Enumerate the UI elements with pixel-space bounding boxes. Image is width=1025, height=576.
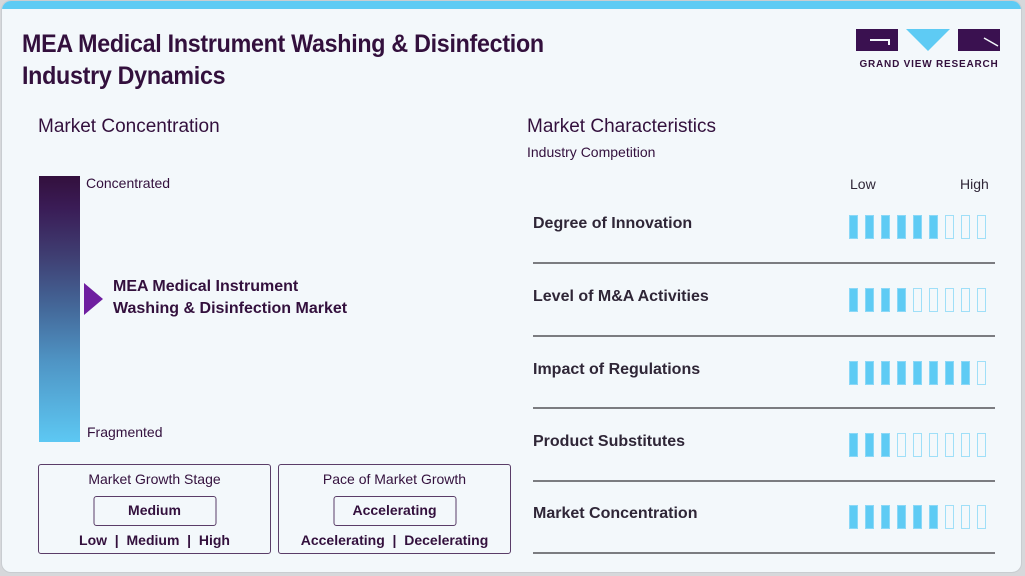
market-characteristics-heading: Market Characteristics: [527, 116, 716, 137]
meter-segment-empty: [945, 215, 954, 239]
meter-segment-empty: [945, 288, 954, 312]
meter-segment-filled: [865, 215, 874, 239]
growth-pace-value: Accelerating: [333, 496, 456, 526]
meter-segment-empty: [913, 288, 922, 312]
logo-text: GRAND VIEW RESEARCH: [859, 59, 999, 70]
gvr-logo-icon: [856, 29, 1000, 51]
meter-segment-filled: [881, 288, 890, 312]
meter-segment-empty: [961, 288, 970, 312]
growth-stage-value: Medium: [93, 496, 216, 526]
meter-segment-empty: [977, 505, 986, 529]
meter-segment-filled: [865, 361, 874, 385]
growth-stage-options: Low | Medium | High: [79, 532, 230, 548]
meter-segment-empty: [977, 288, 986, 312]
level-meter: [849, 433, 986, 457]
title-line-1: MEA Medical Instrument Washing & Disinfe…: [22, 30, 544, 58]
concentrated-label: Concentrated: [86, 175, 171, 191]
growth-stage-title: Market Growth Stage: [88, 471, 221, 487]
level-meter: [849, 361, 986, 385]
meter-segment-filled: [849, 505, 858, 529]
meter-segment-empty: [961, 215, 970, 239]
fragmented-label: Fragmented: [87, 424, 163, 440]
market-name-line-2: Washing & Disinfection Market: [113, 300, 348, 317]
top-accent-bar: [2, 1, 1021, 9]
meter-segment-filled: [849, 433, 858, 457]
meter-segment-filled: [849, 361, 858, 385]
scale-low-label: Low: [850, 176, 876, 192]
characteristic-label: Impact of Regulations: [533, 361, 701, 378]
meter-segment-filled: [897, 361, 906, 385]
meter-segment-filled: [929, 505, 938, 529]
meter-segment-filled: [849, 215, 858, 239]
pace-of-market-growth-box: Pace of Market Growth Accelerating Accel…: [278, 464, 511, 554]
meter-segment-filled: [913, 505, 922, 529]
market-name: MEA Medical Instrument Washing & Disinfe…: [113, 276, 347, 320]
market-growth-stage-box: Market Growth Stage Medium Low | Medium …: [38, 464, 271, 554]
page-title: MEA Medical Instrument Washing & Disinfe…: [22, 28, 544, 92]
meter-segment-filled: [929, 215, 938, 239]
meter-segment-empty: [929, 288, 938, 312]
meter-segment-filled: [865, 433, 874, 457]
meter-segment-filled: [913, 215, 922, 239]
scale-high-label: High: [960, 176, 989, 192]
row-divider: [533, 335, 995, 337]
row-divider: [533, 262, 995, 264]
meter-segment-filled: [849, 288, 858, 312]
title-line-2: Industry Dynamics: [22, 62, 226, 90]
meter-segment-filled: [913, 361, 922, 385]
meter-segment-empty: [897, 433, 906, 457]
characteristic-label: Product Substitutes: [533, 433, 686, 450]
level-meter: [849, 215, 986, 239]
triangle-right-icon: [84, 283, 103, 315]
meter-segment-filled: [897, 288, 906, 312]
meter-segment-empty: [945, 433, 954, 457]
characteristic-label: Level of M&A Activities: [533, 288, 709, 305]
level-meter: [849, 505, 986, 529]
characteristic-label: Degree of Innovation: [533, 215, 693, 232]
row-divider: [533, 552, 995, 554]
concentration-gradient-bar: [39, 176, 80, 442]
meter-segment-empty: [961, 505, 970, 529]
meter-segment-filled: [945, 361, 954, 385]
meter-segment-empty: [961, 433, 970, 457]
meter-segment-filled: [865, 505, 874, 529]
level-meter: [849, 288, 986, 312]
growth-pace-options: Accelerating | Decelerating: [300, 532, 489, 548]
meter-segment-empty: [945, 505, 954, 529]
meter-segment-filled: [881, 505, 890, 529]
meter-segment-empty: [913, 433, 922, 457]
meter-segment-filled: [897, 215, 906, 239]
meter-segment-empty: [929, 433, 938, 457]
row-divider: [533, 480, 995, 482]
market-concentration-heading: Market Concentration: [38, 116, 220, 137]
industry-competition-subheading: Industry Competition: [527, 144, 656, 160]
meter-segment-empty: [977, 361, 986, 385]
growth-pace-title: Pace of Market Growth: [322, 471, 467, 487]
meter-segment-filled: [865, 288, 874, 312]
meter-segment-empty: [977, 215, 986, 239]
meter-segment-filled: [881, 361, 890, 385]
row-divider: [533, 407, 995, 409]
characteristic-label: Market Concentration: [533, 505, 698, 522]
meter-segment-filled: [897, 505, 906, 529]
meter-segment-filled: [881, 215, 890, 239]
meter-segment-filled: [961, 361, 970, 385]
meter-segment-filled: [881, 433, 890, 457]
market-name-line-1: MEA Medical Instrument: [113, 278, 299, 295]
meter-segment-empty: [977, 433, 986, 457]
grand-view-research-logo: GRAND VIEW RESEARCH: [856, 29, 1002, 73]
meter-segment-filled: [929, 361, 938, 385]
